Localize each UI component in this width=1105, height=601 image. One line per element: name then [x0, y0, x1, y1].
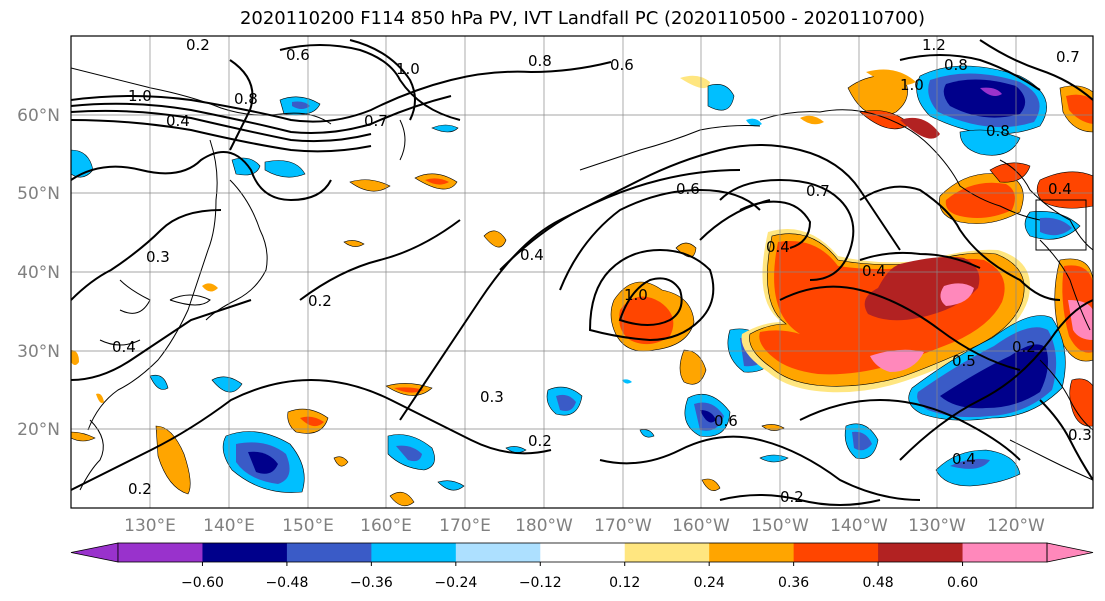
lat-label: 40°N: [17, 263, 60, 283]
colorbar-tick-label: −0.36: [350, 575, 393, 591]
colorbar-extend-low: [70, 542, 119, 563]
contour-label: 1.0: [900, 76, 924, 94]
lon-label: 150°E: [282, 516, 334, 536]
colorbar-tick-label: −0.48: [265, 575, 308, 591]
pv-contours: [71, 39, 1093, 506]
contour-label: 0.6: [676, 180, 700, 198]
colorbar-tick-label: 0.36: [778, 575, 809, 591]
contour-label: 0.6: [610, 56, 634, 74]
colorbar-segment: [286, 543, 372, 562]
longitude-labels: 130°E 140°E 150°E 160°E 170°E 180°W 170°…: [124, 516, 1045, 536]
contour-labels: 1.0 0.6 0.8 1.0 0.7 0.2 0.4 0.3 0.2 0.4 …: [112, 36, 1092, 506]
contour-label: 0.4: [520, 246, 544, 264]
colorbar-tick-label: 0.24: [694, 575, 725, 591]
contour-label: 0.5: [952, 352, 976, 370]
contour-label: 0.3: [146, 248, 170, 266]
contour-label: 0.8: [944, 56, 968, 74]
contour-label: 0.7: [364, 112, 388, 130]
contour-label: 0.4: [766, 238, 790, 256]
contour-label: 0.3: [1068, 426, 1092, 444]
colorbar-tick-label: −0.12: [519, 575, 562, 591]
contour-label: 0.4: [112, 338, 136, 356]
contour-label: 0.2: [186, 36, 210, 54]
contour-label: 0.4: [1048, 180, 1072, 198]
colorbar-outline: [117, 542, 1048, 563]
lon-label: 130°W: [908, 516, 966, 536]
contour-label: 0.2: [528, 432, 552, 450]
colorbar-segment: [455, 543, 541, 562]
contour-label: 0.4: [862, 262, 886, 280]
colorbar-segment: [878, 543, 964, 562]
lat-label: 60°N: [17, 106, 60, 126]
lat-label: 30°N: [17, 342, 60, 362]
contour-label: 0.2: [308, 292, 332, 310]
lon-label: 160°E: [360, 516, 412, 536]
lon-label: 160°W: [672, 516, 730, 536]
contour-label: 1.0: [128, 87, 152, 105]
contour-label: 0.6: [714, 412, 738, 430]
colorbar-tick-label: −0.24: [434, 575, 477, 591]
colorbar-segment: [540, 543, 626, 562]
contour-label: 1.0: [396, 60, 420, 78]
lon-label: 140°E: [203, 516, 255, 536]
colorbar-tick-label: 0.48: [863, 575, 894, 591]
map-panel: 1.0 0.6 0.8 1.0 0.7 0.2 0.4 0.3 0.2 0.4 …: [70, 35, 1094, 509]
colorbar-segment: [709, 543, 795, 562]
contour-label: 0.3: [480, 388, 504, 406]
lon-label: 150°W: [751, 516, 809, 536]
colorbar-segment: [793, 543, 879, 562]
lon-label: 180°W: [515, 516, 573, 536]
colorbar-segment: [624, 543, 710, 562]
contour-label: 0.6: [286, 46, 310, 64]
contour-label: 0.4: [952, 450, 976, 468]
lat-label: 50°N: [17, 184, 60, 204]
contour-label: 0.2: [1012, 338, 1036, 356]
colorbar-tick-label: −0.60: [181, 575, 224, 591]
latitude-labels: 60°N 50°N 40°N 30°N 20°N: [17, 106, 60, 440]
coastlines: [71, 67, 1093, 491]
page-title: 2020110200 F114 850 hPa PV, IVT Landfall…: [239, 8, 926, 29]
contour-label: 0.2: [128, 480, 152, 498]
lon-label: 120°W: [987, 516, 1045, 536]
colorbar-segment: [202, 543, 288, 562]
contour-label: 0.8: [234, 90, 258, 108]
colorbar-tick-label: 0.12: [609, 575, 640, 591]
colorbar: −0.60 −0.48 −0.36 −0.24 −0.12 0.12 0.24 0.36 0.4…: [70, 542, 1094, 591]
contour-label: 0.8: [986, 122, 1010, 140]
lat-label: 20°N: [17, 420, 60, 440]
lon-label: 170°W: [594, 516, 652, 536]
contour-label: 0.7: [806, 182, 830, 200]
contour-label: 1.0: [624, 286, 648, 304]
colorbar-extend-high: [1046, 542, 1094, 563]
contour-label: 1.2: [922, 36, 946, 54]
colorbar-segment: [118, 543, 203, 562]
colorbar-segment: [371, 543, 457, 562]
contour-label: 0.2: [780, 488, 804, 506]
graticule: [71, 36, 1093, 508]
contour-label: 0.8: [528, 52, 552, 70]
lon-label: 130°E: [124, 516, 176, 536]
contour-label: 0.4: [166, 112, 190, 130]
contour-label: 0.7: [1056, 48, 1080, 66]
lon-label: 140°W: [830, 516, 888, 536]
lon-label: 170°E: [439, 516, 491, 536]
colorbar-tick-label: 0.60: [947, 575, 978, 591]
colorbar-segment: [962, 543, 1048, 562]
